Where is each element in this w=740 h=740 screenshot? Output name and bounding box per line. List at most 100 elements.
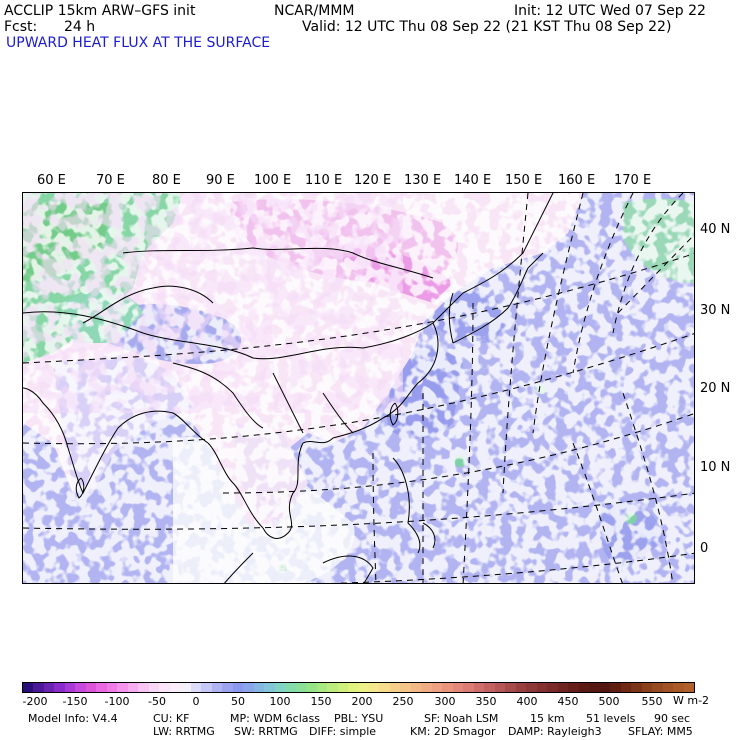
colorbar-swatch — [631, 683, 642, 692]
colorbar-swatch — [526, 683, 537, 692]
colorbar-swatch — [641, 683, 653, 692]
colorbar-swatch — [442, 683, 453, 692]
colorbar-swatch — [547, 683, 558, 692]
colorbar-swatch — [610, 683, 621, 692]
lon-label: 60 E — [37, 173, 66, 188]
colorbar-swatch — [23, 683, 34, 692]
colorbar-swatch — [316, 683, 328, 692]
colorbar-swatch — [379, 683, 390, 692]
lon-label: 130 E — [404, 173, 442, 188]
colorbar-swatch — [159, 683, 170, 692]
coastlines — [23, 193, 554, 583]
colorbar-swatch — [75, 683, 86, 692]
colorbar-swatch — [253, 683, 265, 692]
lat-label: 40 N — [700, 222, 731, 237]
colorbar-tick: 100 — [269, 695, 291, 708]
colorbar-swatch — [222, 683, 233, 692]
colorbar-swatch — [274, 683, 286, 692]
colorbar-swatch — [169, 683, 181, 692]
colorbar-swatch — [599, 683, 611, 692]
colorbar-swatch — [43, 683, 55, 692]
surface-scheme: SF: Noah LSM — [424, 712, 499, 725]
cumulus-scheme: CU: KF — [153, 712, 190, 725]
colorbar-swatch — [96, 683, 107, 692]
colorbar-swatch — [421, 683, 432, 692]
colorbar-swatch — [578, 683, 590, 692]
forecast-label: Fcst: — [4, 19, 38, 35]
lon-label: 120 E — [354, 173, 392, 188]
colorbar-swatch — [264, 683, 275, 692]
colorbar-swatch — [368, 683, 380, 692]
colorbar-tick: 550 — [641, 695, 663, 708]
colorbar-tick: 0 — [192, 695, 200, 708]
lon-label: 110 E — [305, 173, 343, 188]
colorbar-swatch — [180, 683, 191, 692]
colorbar-swatch — [431, 683, 443, 692]
colorbar-swatch — [673, 683, 684, 692]
colorbar-swatch — [620, 683, 632, 692]
diffusion-scheme: DIFF: simple — [309, 725, 377, 738]
lat-label: 0 — [700, 541, 709, 556]
colorbar-tick: 400 — [516, 695, 538, 708]
map-canvas — [23, 193, 694, 583]
colorbar-swatch — [515, 683, 527, 692]
colorbar-tick: -100 — [104, 695, 130, 708]
damping-scheme: DAMP: Rayleigh3 — [508, 725, 602, 738]
colorbar-swatch — [190, 683, 202, 692]
init-time: Init: 12 UTC Wed 07 Sep 22 — [514, 3, 706, 19]
colorbar-swatch — [306, 683, 317, 692]
grid-spacing: 15 km — [530, 712, 565, 725]
colorbar-swatch — [33, 683, 44, 692]
longwave-scheme: LW: RRTMG — [153, 725, 215, 738]
colorbar-swatch — [505, 683, 516, 692]
colorbar-tick: 300 — [434, 695, 456, 708]
colorbar-swatch — [127, 683, 139, 692]
lon-label: 80 E — [152, 173, 181, 188]
colorbar-swatch — [117, 683, 128, 692]
colorbar-swatch — [285, 683, 296, 692]
colorbar-swatch — [201, 683, 212, 692]
lon-label: 150 E — [505, 173, 543, 188]
time-step: 90 sec — [654, 712, 691, 725]
model-info: Model Info: V4.4 — [28, 712, 118, 725]
graticule — [23, 193, 694, 583]
colorbar-swatch — [106, 683, 118, 692]
colorbar-swatch — [148, 683, 160, 692]
colorbar-swatch — [389, 683, 401, 692]
colorbar-swatch — [337, 683, 349, 692]
model-title: ACCLIP 15km ARW–GFS init — [4, 3, 196, 19]
lon-label: 170 E — [614, 173, 652, 188]
colorbar-swatch — [400, 683, 411, 692]
colorbar-swatch — [348, 683, 359, 692]
colorbar-tick: 450 — [557, 695, 579, 708]
colorbar-swatch — [138, 683, 149, 692]
colorbar-swatch — [54, 683, 65, 692]
colorbar-swatch — [568, 683, 579, 692]
colorbar-swatch — [232, 683, 244, 692]
colorbar-tick: 250 — [392, 695, 414, 708]
colorbar-swatch — [484, 683, 495, 692]
heat-flux-map — [22, 192, 695, 584]
colorbar-swatch — [64, 683, 76, 692]
organization-label: NCAR/MMM — [274, 3, 355, 19]
colorbar-swatch — [295, 683, 307, 692]
lat-label: 30 N — [700, 303, 731, 318]
lon-label: 140 E — [454, 173, 492, 188]
lat-label: 20 N — [700, 381, 731, 396]
km-scheme: KM: 2D Smagor — [410, 725, 496, 738]
colorbar-swatch — [358, 683, 369, 692]
colorbar-swatch — [494, 683, 506, 692]
colorbar-tick: 150 — [310, 695, 332, 708]
colorbar-swatch — [536, 683, 548, 692]
colorbar-tick: 50 — [231, 695, 245, 708]
colorbar-swatch — [473, 683, 485, 692]
colorbar-tick: 350 — [475, 695, 497, 708]
vertical-levels: 51 levels — [586, 712, 636, 725]
microphysics-scheme: MP: WDM 6class — [230, 712, 320, 725]
lon-label: 100 E — [254, 173, 292, 188]
colorbar-swatch — [589, 683, 600, 692]
colorbar-swatch — [557, 683, 569, 692]
colorbar-unit: W m-2 — [673, 694, 710, 707]
colorbar-swatch — [662, 683, 674, 692]
colorbar-tick: -50 — [148, 695, 166, 708]
